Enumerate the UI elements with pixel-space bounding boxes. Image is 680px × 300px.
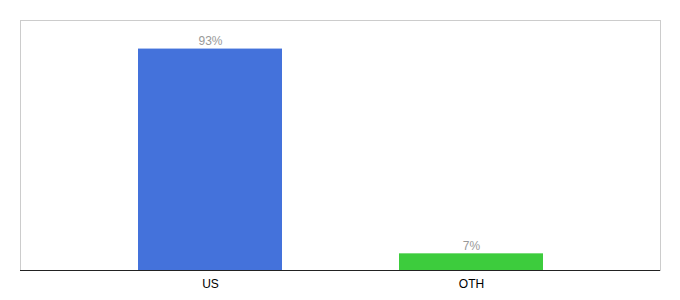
svg-text:7%: 7% bbox=[463, 239, 481, 253]
svg-text:OTH: OTH bbox=[459, 277, 484, 291]
svg-text:93%: 93% bbox=[198, 34, 222, 48]
svg-text:US: US bbox=[202, 277, 219, 291]
